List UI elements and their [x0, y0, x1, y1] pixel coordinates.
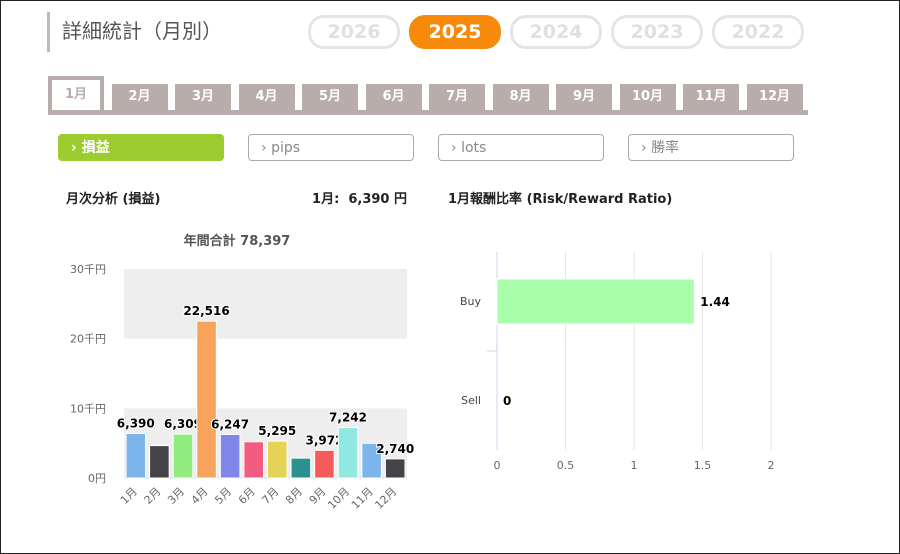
rr-heading: 1月報酬比率 (Risk/Reward Ratio) [448, 192, 673, 207]
bar-6月[interactable] [243, 441, 265, 479]
plot-band [124, 269, 407, 339]
x-tick-label: 1.5 [694, 459, 712, 472]
x-tick-label: 0 [494, 459, 501, 472]
metric-lots-button[interactable]: › lots [438, 134, 604, 161]
tab-month-2[interactable]: 2月 [111, 84, 168, 110]
monthly-analysis-heading: 月次分析 (損益) [66, 192, 161, 207]
tab-month-5[interactable]: 5月 [302, 84, 358, 110]
bar-2月[interactable] [149, 445, 170, 479]
data-label: 6,390 [117, 416, 155, 430]
x-tick-label: 2月 [142, 485, 164, 507]
category-label: Sell [461, 394, 481, 407]
tab-month-11[interactable]: 11月 [683, 84, 739, 110]
chart-title: 年間合計 78,397 [184, 233, 291, 249]
bar-3月[interactable] [172, 433, 194, 479]
tab-month-9[interactable]: 9月 [556, 84, 612, 110]
y-tick-label: 10千円 [70, 402, 106, 415]
metric-label: lots [461, 140, 487, 156]
bar-10月[interactable] [337, 427, 359, 479]
tab-month-12[interactable]: 12月 [746, 84, 803, 110]
y-tick-label: 20千円 [70, 333, 106, 346]
tab-month-1[interactable]: 1月 [48, 76, 104, 110]
x-tick-label: 0.5 [557, 459, 575, 472]
metric-label: 損益 [81, 140, 110, 156]
bar-12月[interactable] [384, 458, 406, 479]
data-label: 5,295 [258, 424, 296, 438]
x-tick-label: 11月 [349, 485, 376, 512]
x-tick-label: 3月 [165, 485, 187, 507]
x-tick-label: 8月 [283, 485, 305, 507]
bar-7月[interactable] [267, 440, 288, 479]
x-tick-label: 10月 [325, 485, 352, 512]
current-month-value: 1月: 6,390 円 [312, 192, 407, 207]
data-label: 6,247 [211, 417, 249, 431]
bar-8月[interactable] [290, 457, 312, 479]
data-label: 3,972 [305, 433, 343, 447]
x-tick-label: 1 [631, 459, 638, 472]
tab-month-8[interactable]: 8月 [492, 84, 549, 110]
tab-month-10[interactable]: 10月 [619, 84, 676, 110]
metric-label: pips [271, 140, 301, 156]
x-tick-label: 6月 [236, 485, 258, 507]
x-tick-label: 1月 [118, 485, 140, 507]
plot-band [124, 408, 407, 478]
x-tick-label: 2 [768, 459, 775, 472]
year-2024[interactable]: 2024 [510, 15, 602, 49]
data-label: 2,740 [376, 442, 414, 456]
metric-label: 勝率 [651, 140, 680, 156]
x-tick-label: 5月 [212, 485, 234, 507]
page-title: 詳細統計（月別） [47, 12, 222, 52]
metric-pips-button[interactable]: › pips [248, 134, 414, 161]
year-2023[interactable]: 2023 [611, 15, 703, 49]
tab-month-6[interactable]: 6月 [365, 84, 422, 110]
month-tabs: 1月 2月 3月 4月 5月 6月 7月 8月 9月 10月 11月 12月 [48, 76, 808, 115]
data-label: 6,309 [164, 417, 202, 431]
data-label: 1.44 [700, 295, 730, 309]
bar-4月[interactable] [196, 320, 217, 479]
metric-winrate-button[interactable]: › 勝率 [628, 134, 794, 161]
y-tick-label: 0円 [88, 472, 106, 485]
category-label: Buy [460, 295, 482, 308]
bar-9月[interactable] [314, 449, 335, 479]
tab-month-4[interactable]: 4月 [238, 84, 295, 110]
year-2025[interactable]: 2025 [409, 15, 501, 49]
data-label: 7,242 [329, 411, 367, 425]
year-2026[interactable]: 2026 [308, 15, 400, 49]
data-label: 0 [503, 394, 511, 408]
tab-month-3[interactable]: 3月 [175, 84, 231, 110]
bar-1月[interactable] [125, 432, 147, 479]
tab-month-7[interactable]: 7月 [429, 84, 485, 110]
y-tick-label: 30千円 [70, 263, 106, 276]
x-tick-label: 4月 [189, 485, 211, 507]
bar-Buy[interactable] [496, 278, 695, 325]
data-label: 22,516 [183, 304, 229, 318]
bar-5月[interactable] [219, 433, 241, 479]
year-2022[interactable]: 2022 [712, 15, 804, 49]
x-tick-label: 7月 [259, 485, 281, 507]
year-selector: 2026 2025 2024 2023 2022 [308, 15, 804, 49]
x-tick-label: 12月 [372, 485, 399, 512]
metric-profit-button[interactable]: › 損益 [58, 134, 224, 161]
bar-11月[interactable] [361, 442, 382, 479]
